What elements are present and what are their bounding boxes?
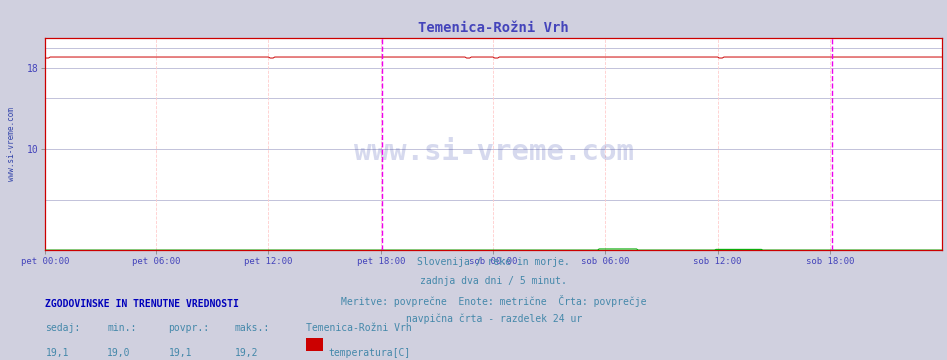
Text: www.si-vreme.com: www.si-vreme.com: [7, 107, 16, 181]
Text: Slovenija / reke in morje.: Slovenija / reke in morje.: [418, 257, 570, 267]
Text: 19,2: 19,2: [235, 348, 259, 358]
Text: maks.:: maks.:: [235, 323, 270, 333]
Text: zadnja dva dni / 5 minut.: zadnja dva dni / 5 minut.: [420, 276, 567, 286]
Text: www.si-vreme.com: www.si-vreme.com: [354, 139, 634, 166]
Text: 19,1: 19,1: [169, 348, 192, 358]
Text: povpr.:: povpr.:: [169, 323, 209, 333]
Text: sedaj:: sedaj:: [45, 323, 80, 333]
Text: Meritve: povprečne  Enote: metrične  Črta: povprečje: Meritve: povprečne Enote: metrične Črta:…: [341, 295, 647, 307]
Text: Temenica-Rožni Vrh: Temenica-Rožni Vrh: [306, 323, 412, 333]
Text: 19,1: 19,1: [45, 348, 69, 358]
Title: Temenica-Rožni Vrh: Temenica-Rožni Vrh: [419, 21, 569, 35]
Text: ZGODOVINSKE IN TRENUTNE VREDNOSTI: ZGODOVINSKE IN TRENUTNE VREDNOSTI: [45, 299, 240, 309]
Text: 19,0: 19,0: [107, 348, 131, 358]
Text: navpična črta - razdelek 24 ur: navpična črta - razdelek 24 ur: [405, 314, 582, 324]
Text: min.:: min.:: [107, 323, 136, 333]
Text: temperatura[C]: temperatura[C]: [329, 348, 411, 358]
